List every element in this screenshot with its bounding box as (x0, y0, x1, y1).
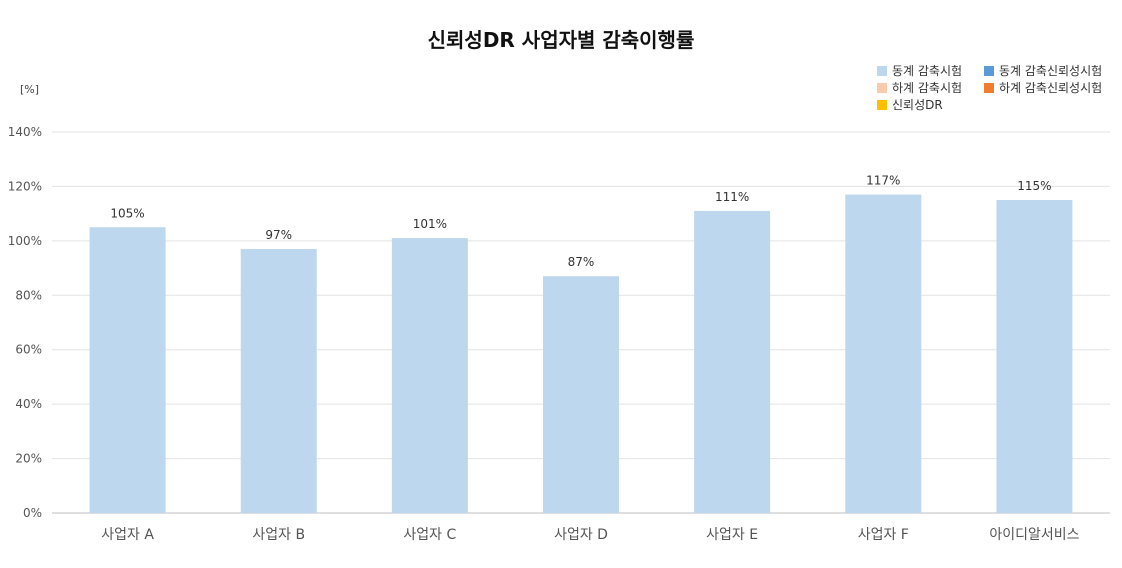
legend-label: 동계 감축시험 (892, 64, 962, 78)
bars (89, 194, 1073, 514)
y-tick-label: 20% (15, 452, 42, 466)
legend-swatch (877, 83, 887, 93)
y-tick-label: 120% (8, 179, 42, 193)
bar (240, 249, 317, 513)
y-unit-label: [%] (20, 83, 39, 96)
bar (543, 276, 619, 513)
legend-swatch (984, 83, 994, 93)
data-label: 87% (568, 255, 595, 269)
legend-label: 신뢰성DR (892, 98, 943, 112)
data-label: 97% (265, 228, 292, 242)
legend-label: 하계 감축신뢰성시험 (999, 81, 1102, 95)
data-label: 117% (866, 174, 900, 188)
bar (694, 210, 771, 513)
bar (996, 200, 1073, 514)
data-label: 111% (715, 190, 749, 204)
bar (89, 227, 166, 513)
data-label: 105% (110, 206, 144, 220)
legend-label: 하계 감축시험 (892, 81, 962, 95)
legend-label: 동계 감축신뢰성시험 (999, 64, 1102, 78)
y-tick-label: 100% (8, 234, 42, 248)
y-tick-label: 40% (15, 397, 42, 411)
legend-swatch (877, 66, 887, 76)
y-tick-label: 0% (23, 506, 42, 520)
x-axis-categories: 사업자 A 사업자 B 사업자 C 사업자 D 사업자 E 사업자 F 아이디알서비스 (101, 527, 1079, 543)
x-category-label: 사업자 C (403, 527, 456, 543)
x-category-label: 사업자 E (706, 527, 758, 543)
data-labels: 105% 97% 101% 87% 111% 117% 115% (110, 174, 1051, 270)
x-category-label: 사업자 F (858, 527, 909, 543)
bar (845, 194, 922, 514)
y-axis-ticks: 0% 20% 40% 60% 80% 100% 120% 140% (8, 125, 42, 520)
data-label: 101% (413, 217, 447, 231)
y-tick-label: 140% (8, 125, 42, 139)
y-tick-label: 80% (15, 288, 42, 302)
y-tick-label: 60% (15, 343, 42, 357)
legend-swatch (984, 66, 994, 76)
x-category-label: 사업자 D (554, 527, 608, 543)
data-label: 115% (1017, 179, 1051, 193)
chart-title: 신뢰성DR 사업자별 감축이행률 (428, 28, 695, 52)
legend-swatch (877, 100, 887, 110)
x-category-label: 사업자 B (252, 527, 305, 543)
x-category-label: 사업자 A (101, 527, 154, 543)
x-category-label: 아이디알서비스 (989, 527, 1079, 543)
bar (391, 238, 468, 513)
